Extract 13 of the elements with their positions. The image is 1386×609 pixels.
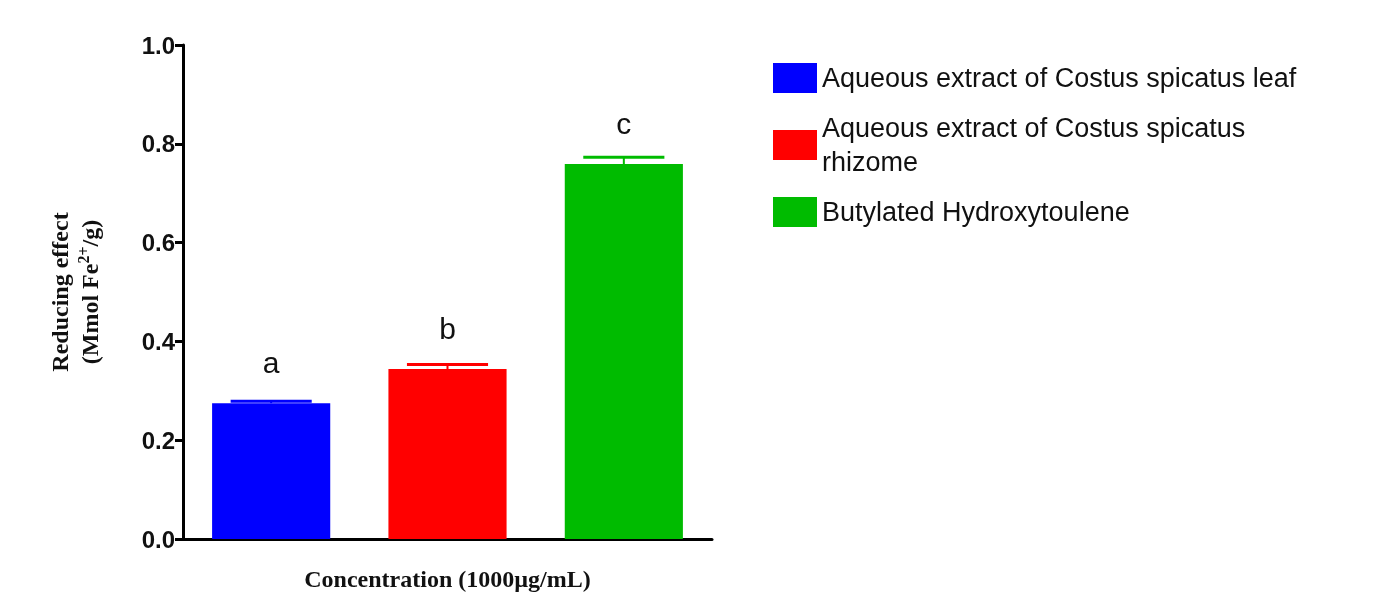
y-tick-label: 0.0 [141,525,175,553]
legend-label: Aqueous extract of Costus spicatus rhizome [822,113,1253,177]
y-tick-label: 0.6 [141,229,175,257]
y-tick-label: 1.0 [141,31,175,59]
legend-label: Butylated Hydroxytoulene [822,197,1130,227]
annotation: b [439,311,456,345]
y-tick-label: 0.2 [141,426,175,454]
y-tick-label: 0.4 [141,327,176,355]
x-axis-title: Concentration (1000µg/mL) [304,566,591,592]
annotation: a [262,345,280,379]
legend-label: Aqueous extract of Costus spicatus leaf [822,63,1297,93]
annotation: c [616,106,632,140]
y-tick-label: 0.8 [141,130,175,158]
